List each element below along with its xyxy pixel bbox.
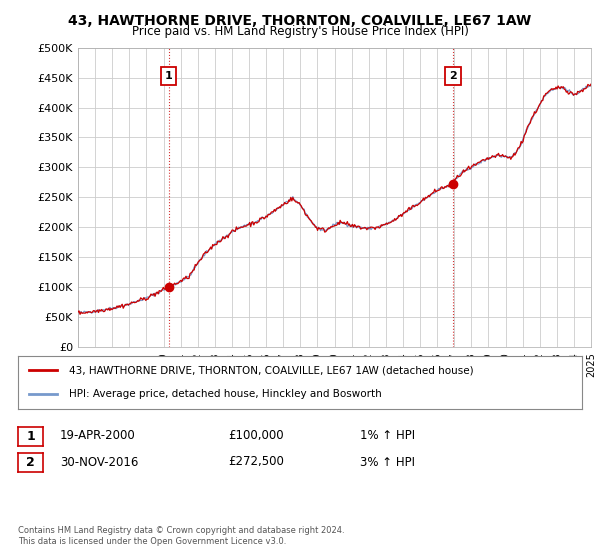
- Text: 43, HAWTHORNE DRIVE, THORNTON, COALVILLE, LE67 1AW (detached house): 43, HAWTHORNE DRIVE, THORNTON, COALVILLE…: [69, 366, 473, 376]
- Text: 43, HAWTHORNE DRIVE, THORNTON, COALVILLE, LE67 1AW: 43, HAWTHORNE DRIVE, THORNTON, COALVILLE…: [68, 14, 532, 28]
- Text: £272,500: £272,500: [228, 455, 284, 469]
- Text: £100,000: £100,000: [228, 429, 284, 442]
- Text: 19-APR-2000: 19-APR-2000: [60, 429, 136, 442]
- Text: 1: 1: [165, 71, 173, 81]
- Text: 2: 2: [449, 71, 457, 81]
- Text: 1% ↑ HPI: 1% ↑ HPI: [360, 429, 415, 442]
- Text: 1: 1: [26, 430, 35, 443]
- Text: Contains HM Land Registry data © Crown copyright and database right 2024.: Contains HM Land Registry data © Crown c…: [18, 526, 344, 535]
- Text: 3% ↑ HPI: 3% ↑ HPI: [360, 455, 415, 469]
- Text: 30-NOV-2016: 30-NOV-2016: [60, 455, 139, 469]
- Text: HPI: Average price, detached house, Hinckley and Bosworth: HPI: Average price, detached house, Hinc…: [69, 389, 382, 399]
- Text: Price paid vs. HM Land Registry's House Price Index (HPI): Price paid vs. HM Land Registry's House …: [131, 25, 469, 38]
- Text: This data is licensed under the Open Government Licence v3.0.: This data is licensed under the Open Gov…: [18, 537, 286, 546]
- Text: 2: 2: [26, 456, 35, 469]
